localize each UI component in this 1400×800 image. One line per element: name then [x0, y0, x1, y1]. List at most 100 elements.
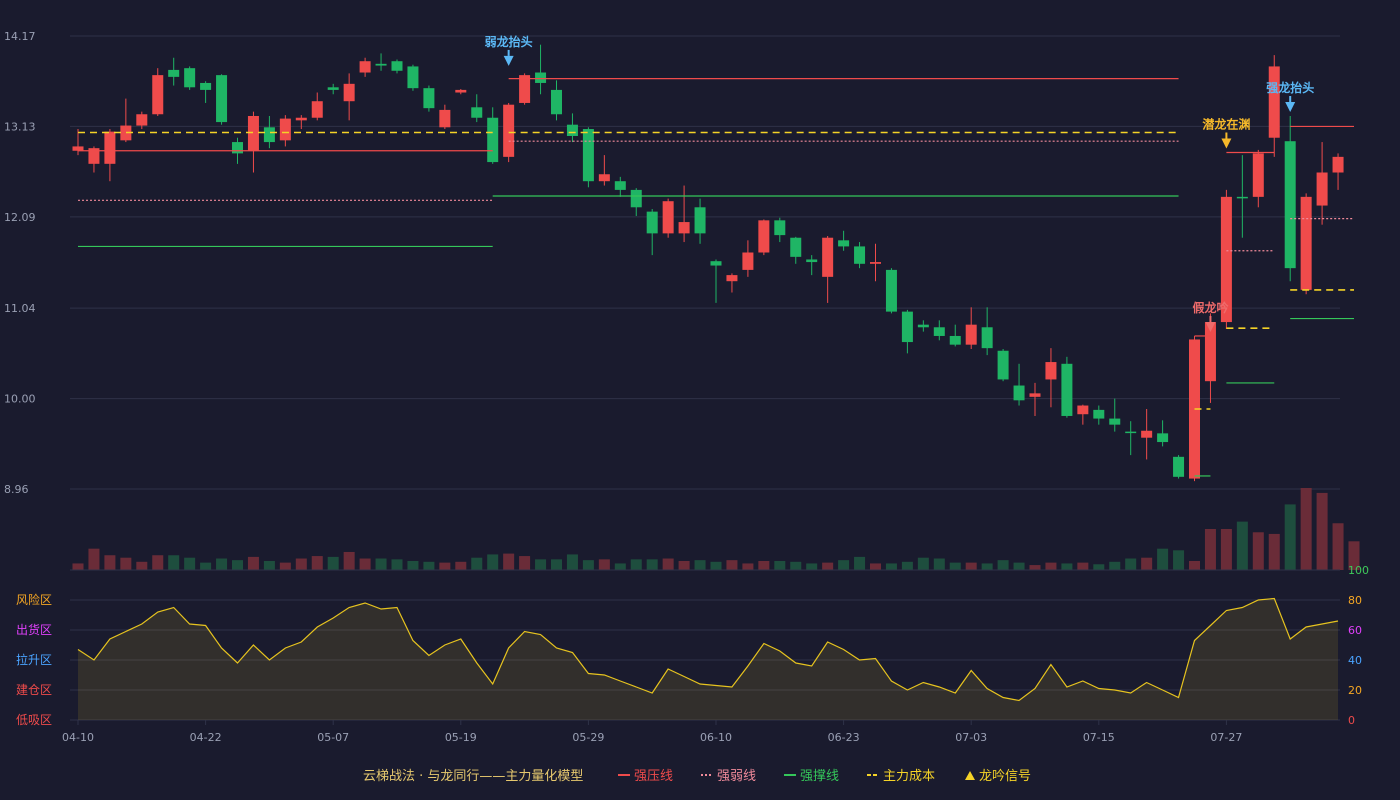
volume-bar: [566, 554, 578, 570]
candle-body: [343, 83, 355, 102]
volume-bar: [1316, 492, 1328, 570]
candle-body: [439, 109, 451, 128]
candle-body: [598, 174, 610, 182]
volume-bar: [949, 562, 961, 570]
candle-body: [311, 101, 323, 118]
oscillator-zone-label: 低吸区: [16, 713, 52, 727]
volume-bar: [646, 559, 658, 570]
candle-body: [200, 82, 212, 90]
volume-bar: [726, 560, 738, 570]
candle-body: [455, 89, 467, 93]
candle-body: [885, 269, 897, 312]
candle-body: [471, 107, 483, 118]
volume-bar: [1236, 521, 1248, 570]
volume-bar: [1348, 541, 1360, 570]
candle-body: [582, 129, 594, 182]
oscillator-zone-label: 拉升区: [16, 652, 52, 667]
volume-bar: [885, 563, 897, 570]
candle-body: [216, 75, 228, 123]
legend-label-strong_pressure: 强压线: [634, 769, 673, 784]
volume-bar: [343, 551, 355, 570]
candle-body: [726, 275, 738, 282]
indicator-lines: [78, 78, 1354, 477]
volume-bar: [1268, 533, 1280, 570]
volume-bar: [758, 560, 770, 570]
volume-bar: [359, 558, 371, 570]
volume-bar: [981, 563, 993, 570]
candle-body: [535, 72, 547, 83]
price-tick-label: 14.17: [4, 30, 36, 43]
volume-bar: [1093, 564, 1105, 570]
date-tick-label: 07-27: [1210, 731, 1242, 744]
volume-bar: [870, 563, 881, 570]
candle-body: [1157, 433, 1169, 443]
candle-body: [933, 327, 945, 336]
oscillator-tick-label: 80: [1348, 594, 1362, 607]
candle-body: [997, 350, 1009, 380]
volume-bar: [1252, 532, 1264, 570]
volume-bar: [742, 563, 754, 570]
volume-bar: [216, 558, 228, 570]
volume-bar: [423, 561, 435, 570]
candle-body: [1125, 431, 1137, 434]
candle-body: [551, 89, 562, 115]
volume-bar: [630, 559, 642, 570]
date-tick-label: 05-29: [572, 731, 604, 744]
volume-bar: [1029, 565, 1041, 570]
volume-bar: [1157, 548, 1169, 570]
volume-bar: [1013, 562, 1025, 570]
candle-body: [1029, 393, 1041, 397]
volume-bar: [710, 561, 722, 570]
candle-body: [359, 61, 371, 73]
date-tick-label: 05-19: [445, 731, 477, 744]
volume-bar: [391, 559, 403, 570]
volume-bar: [965, 562, 977, 570]
candle-body: [694, 207, 706, 234]
oscillator-tick-label: 0: [1348, 714, 1355, 727]
volume-bar: [407, 560, 419, 570]
candle-body: [1316, 172, 1328, 206]
candle-body: [710, 261, 722, 266]
candle-body: [1093, 409, 1105, 419]
volume-bar: [104, 555, 116, 570]
candle-body: [423, 88, 435, 109]
oscillator-line: [77, 597, 1339, 702]
candle-body: [407, 66, 419, 89]
volume-bar: [471, 557, 483, 570]
legend-label-cost: 主力成本: [883, 769, 935, 784]
candle-body: [917, 324, 929, 328]
signal-label: 假龙吟: [1192, 300, 1228, 315]
volume-bar: [152, 555, 164, 570]
volume-bar: [263, 560, 275, 570]
price-tick-label: 8.96: [4, 483, 29, 496]
candle-body: [1236, 196, 1248, 199]
volume-bar: [535, 559, 547, 570]
price-tick-label: 10.00: [4, 393, 36, 406]
oscillator-zone-label: 建仓区: [16, 683, 52, 697]
candle-body: [152, 75, 164, 115]
candle-body: [120, 125, 132, 141]
legend-label-signal: 龙吟信号: [979, 768, 1031, 784]
volume-bar: [1189, 560, 1200, 570]
volume-bar: [997, 560, 1009, 570]
candle-body: [104, 131, 116, 164]
date-tick-label: 06-10: [700, 731, 732, 744]
candle-body: [1252, 153, 1264, 197]
volume-bar: [247, 556, 259, 570]
candle-body: [1173, 456, 1185, 477]
volume-bar: [551, 559, 562, 570]
volume-bar: [136, 561, 148, 570]
volume-bar: [184, 557, 196, 570]
candle-body: [327, 87, 339, 90]
candle-body: [854, 246, 866, 264]
oscillator-area: [78, 598, 1338, 720]
candle-body: [1141, 430, 1153, 438]
volume-bar: [854, 556, 866, 570]
volume-bar: [232, 560, 243, 570]
candle-body: [1045, 362, 1057, 380]
volume-bar: [1077, 562, 1089, 570]
volume-bar: [1173, 550, 1185, 570]
date-tick-label: 05-07: [317, 731, 349, 744]
candle-body: [965, 324, 977, 345]
